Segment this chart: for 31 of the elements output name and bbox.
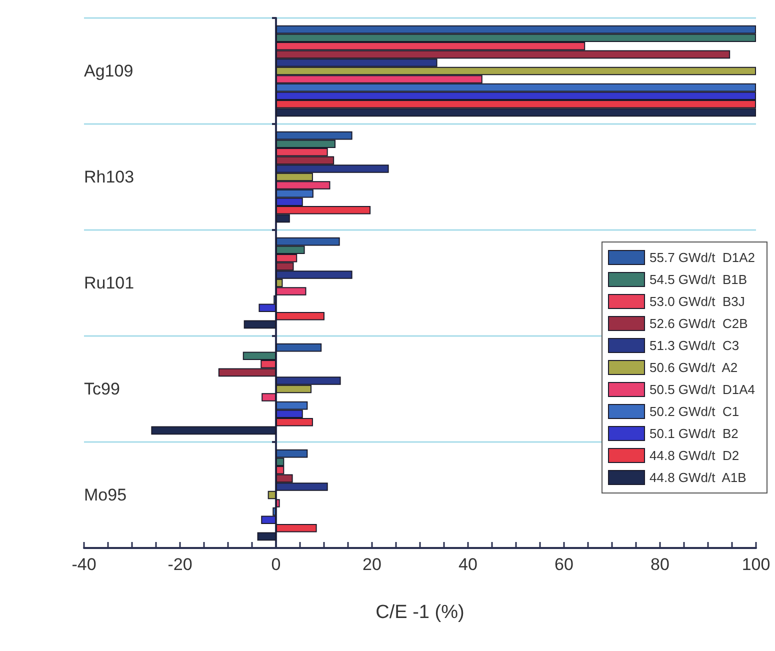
legend-label: 50.5 GWd/t D1A4	[650, 382, 756, 397]
y-tick-label: Rh103	[84, 168, 134, 186]
legend-label: 51.3 GWd/t C3	[650, 338, 740, 353]
x-tick-label: 60	[554, 555, 574, 574]
x-tick-label: 80	[650, 555, 670, 574]
y-tick-label: Ru101	[84, 274, 134, 292]
x-tick-label: 0	[271, 555, 281, 574]
y-tick-label: Ag109	[84, 62, 134, 80]
x-tick-label: 20	[362, 555, 382, 574]
bar	[276, 524, 317, 532]
legend-label: 50.6 GWd/t A2	[650, 360, 738, 375]
legend-label: 50.2 GWd/t C1	[650, 404, 740, 419]
bar	[268, 490, 276, 500]
legend-label: 44.8 GWd/t A1B	[650, 470, 746, 485]
bar	[276, 499, 280, 508]
legend-label: 53.0 GWd/t B3J	[650, 294, 745, 309]
legend-label: 52.6 GWd/t C2B	[650, 316, 748, 331]
x-axis-title: C/E -1 (%)	[376, 602, 464, 623]
x-tick-label: 40	[458, 555, 478, 574]
legend-label: 44.8 GWd/t D2	[650, 448, 740, 463]
legend-label: 50.1 GWd/t B2	[650, 426, 738, 441]
x-tick-label: -40	[72, 555, 96, 574]
x-tick-label: -20	[168, 555, 192, 574]
legend-label: 55.7 GWd/t D1A2	[650, 250, 756, 265]
bar	[276, 343, 322, 352]
bar	[262, 393, 276, 402]
bar	[276, 312, 324, 320]
legend-label: 54.5 GWd/t B1B	[650, 272, 748, 287]
y-tick-label: Tc99	[84, 380, 120, 398]
y-tick-label: Mo95	[84, 486, 127, 504]
x-tick-label: 100	[742, 555, 770, 574]
